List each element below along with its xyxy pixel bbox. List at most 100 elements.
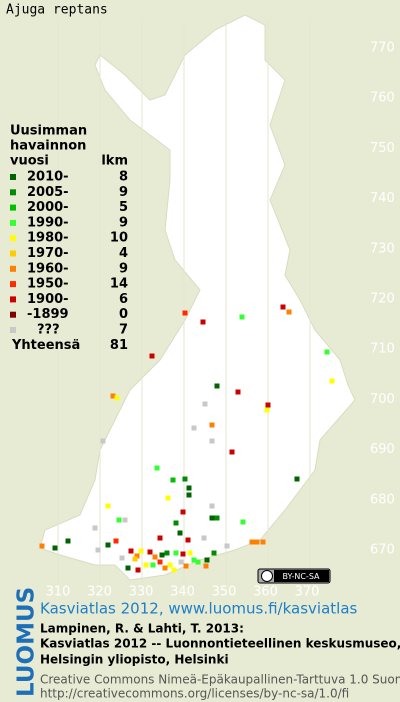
axes: 310 320 330 340 350 360 3707707607507407307207…	[46, 41, 395, 600]
occurrence-dot	[280, 304, 286, 310]
legend-swatch	[10, 327, 16, 333]
occurrence-dot	[209, 503, 215, 509]
y-axis-label: 750	[370, 141, 395, 156]
occurrence-dot	[157, 559, 163, 565]
occurrence-dot	[202, 401, 208, 407]
legend-label: -1899	[27, 307, 69, 322]
y-axis-label: 690	[370, 442, 395, 457]
legend-count: 7	[119, 323, 128, 338]
logo: LUOMUS	[14, 587, 40, 697]
occurrence-dot	[186, 492, 192, 498]
y-axis-label: 730	[370, 241, 395, 256]
y-axis-label: 740	[370, 191, 395, 206]
legend-swatch	[10, 235, 16, 242]
occurrence-dot	[264, 407, 270, 413]
y-axis-label: 770	[370, 41, 395, 56]
occurrence-dot	[164, 550, 170, 556]
citation-line: Kasviatlas 2012 -- Luonnontieteellinen k…	[40, 637, 400, 651]
x-axis-label: 350	[212, 585, 237, 600]
species-title: Ajuga reptans	[6, 3, 108, 18]
occurrence-dot	[195, 559, 201, 565]
occurrence-dot	[152, 554, 158, 560]
occurrence-dot	[159, 552, 165, 558]
occurrence-dot	[162, 565, 168, 571]
occurrence-dot	[170, 477, 176, 483]
occurrence-dot	[173, 520, 179, 526]
occurrence-dot	[138, 548, 144, 554]
occurrence-dot	[52, 545, 58, 551]
occurrence-dot	[187, 550, 193, 556]
occurrence-dot	[294, 476, 300, 482]
occurrence-dot	[167, 562, 173, 568]
y-axis-label: 710	[370, 342, 395, 357]
occurrence-dot	[209, 422, 215, 428]
occurrence-dot	[249, 539, 255, 545]
x-axis-label: 330	[129, 585, 154, 600]
occurrence-dot	[180, 509, 186, 515]
occurrence-dot	[92, 525, 98, 531]
cc-badge: BY-NC-SA	[257, 568, 331, 584]
occurrence-dot	[125, 565, 131, 571]
occurrence-dot	[182, 476, 188, 482]
occurrence-dot	[235, 389, 241, 395]
occurrence-dot	[214, 383, 220, 389]
y-axis-label: 680	[370, 492, 395, 507]
occurrence-dot	[128, 548, 134, 554]
occurrence-dot	[147, 549, 153, 555]
occurrence-dot	[286, 309, 292, 315]
license-line[interactable]: http://creativecommons.org/licenses/by-n…	[40, 687, 349, 701]
occurrence-dot	[134, 553, 140, 559]
legend-heading: vuosi	[10, 154, 49, 169]
occurrence-dot	[240, 519, 246, 525]
atlas-link[interactable]: Kasviatlas 2012, www.luomus.fi/kasviatla…	[40, 600, 358, 618]
license-line: Creative Commons Nimeä-Epäkaupallinen-Ta…	[40, 673, 400, 687]
y-axis-label: 760	[370, 91, 395, 106]
occurrence-dot	[260, 539, 266, 545]
x-axis-label: 370	[295, 585, 320, 600]
occurrence-dot	[224, 543, 230, 549]
legend-swatch	[10, 296, 16, 303]
occurrence-dot	[182, 310, 188, 316]
occurrence-dot	[173, 550, 179, 556]
occurrence-dot	[254, 539, 260, 545]
legend-label: 2010-	[27, 170, 69, 185]
legend-heading: Uusimman	[10, 124, 87, 139]
occurrence-dot	[105, 503, 111, 509]
occurrence-dot	[185, 537, 191, 543]
legend-count: 14	[110, 277, 128, 292]
occurrence-dot	[100, 438, 106, 444]
legend-swatch	[10, 219, 16, 226]
occurrence-dot	[39, 543, 45, 549]
legend-swatch	[10, 265, 16, 272]
occurrence-dot	[178, 559, 184, 565]
occurrence-dot	[149, 353, 155, 359]
legend-count: 9	[119, 215, 128, 230]
occurrence-dot	[209, 515, 215, 521]
legend-count-heading: lkm	[101, 154, 128, 169]
citation-line: Helsingin yliopisto, Helsinki	[40, 653, 229, 667]
x-axis-label: 360	[253, 585, 278, 600]
occurrence-dot	[65, 538, 71, 544]
occurrence-dot	[191, 557, 197, 563]
occurrence-dot	[183, 563, 189, 569]
grid	[57, 20, 311, 585]
occurrence-dot	[135, 567, 141, 573]
legend-swatch	[10, 250, 16, 257]
legend-label: 2005-	[27, 185, 69, 200]
occurrence-dot	[177, 530, 183, 536]
legend-label: 1990-	[27, 215, 69, 230]
occurrence-dot	[110, 393, 116, 399]
legend-swatch	[10, 204, 16, 211]
y-axis-label: 720	[370, 292, 395, 307]
legend-heading: havainnon	[10, 139, 86, 154]
occurrence-dot	[191, 425, 197, 431]
legend-count: 8	[119, 170, 128, 185]
legend-count: 4	[119, 246, 128, 261]
occurrence-dot	[165, 495, 171, 501]
legend-label: 1960-	[27, 261, 69, 276]
occurrence-dot	[113, 538, 119, 544]
occurrence-dot	[214, 515, 220, 521]
occurrence-dot	[265, 402, 271, 408]
occurrence-dot	[229, 449, 235, 455]
